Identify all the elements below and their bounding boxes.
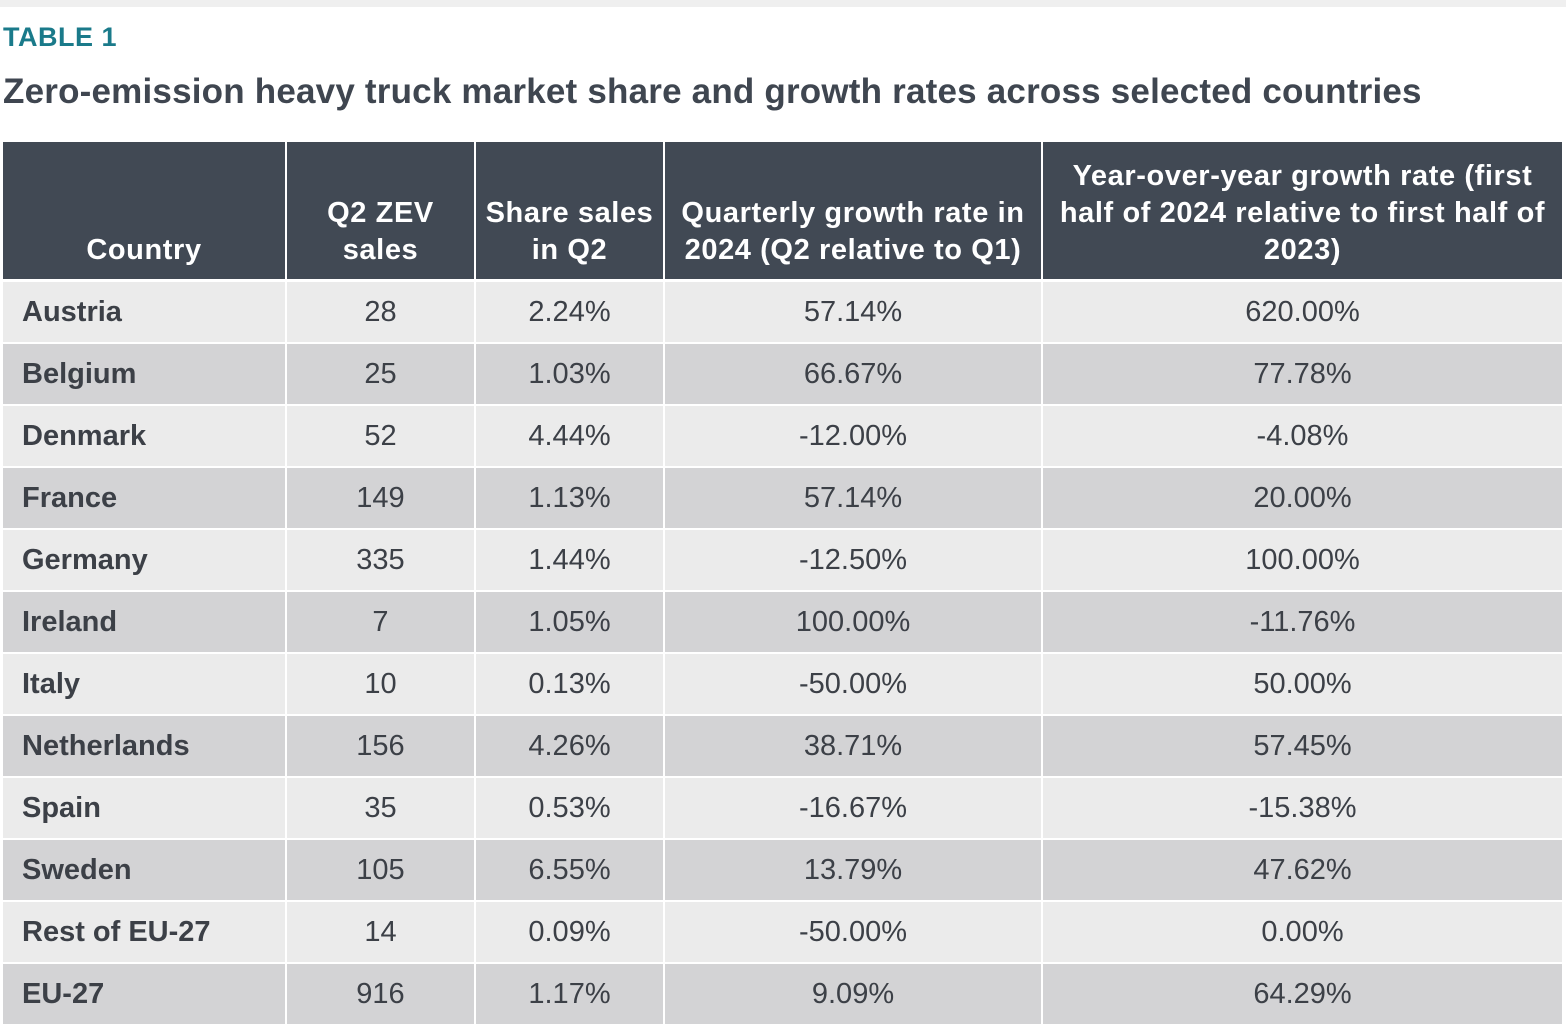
quarterly-growth-cell: 38.71% — [664, 715, 1043, 778]
table-row: Netherlands 156 4.26% 38.71% 57.45% — [3, 715, 1562, 778]
share-cell: 2.24% — [475, 280, 665, 344]
country-cell: Spain — [3, 777, 287, 840]
yoy-growth-cell: 0.00% — [1042, 901, 1562, 964]
data-table: Country Q2 ZEV sales Share sales in Q2 Q… — [3, 142, 1562, 1026]
yoy-growth-cell: -15.38% — [1042, 777, 1562, 840]
yoy-growth-cell: -11.76% — [1042, 591, 1562, 654]
table-title: Zero-emission heavy truck market share a… — [3, 72, 1422, 111]
q2-sales-cell: 916 — [286, 963, 476, 1026]
country-cell: Rest of EU-27 — [3, 901, 287, 964]
q2-sales-cell: 149 — [286, 467, 476, 530]
country-cell: France — [3, 467, 287, 530]
table-row: Spain 35 0.53% -16.67% -15.38% — [3, 777, 1562, 840]
yoy-growth-cell: 50.00% — [1042, 653, 1562, 716]
q2-sales-cell: 35 — [286, 777, 476, 840]
q2-sales-cell: 28 — [286, 280, 476, 344]
share-cell: 0.53% — [475, 777, 665, 840]
quarterly-growth-cell: 9.09% — [664, 963, 1043, 1026]
country-cell: Austria — [3, 280, 287, 344]
quarterly-growth-cell: 57.14% — [664, 280, 1043, 344]
header-share: Share sales in Q2 — [475, 142, 665, 282]
country-cell: Germany — [3, 529, 287, 592]
quarterly-growth-cell: 13.79% — [664, 839, 1043, 902]
quarterly-growth-cell: 100.00% — [664, 591, 1043, 654]
share-cell: 6.55% — [475, 839, 665, 902]
share-cell: 4.44% — [475, 405, 665, 468]
table-row: Austria 28 2.24% 57.14% 620.00% — [3, 280, 1562, 344]
yoy-growth-cell: 47.62% — [1042, 839, 1562, 902]
share-cell: 4.26% — [475, 715, 665, 778]
yoy-growth-cell: 77.78% — [1042, 343, 1562, 406]
share-cell: 0.09% — [475, 901, 665, 964]
q2-sales-cell: 52 — [286, 405, 476, 468]
table-row: Belgium 25 1.03% 66.67% 77.78% — [3, 343, 1562, 406]
header-q2-sales: Q2 ZEV sales — [286, 142, 476, 282]
header-yoy-growth: Year-over-year growth rate (first half o… — [1042, 142, 1562, 282]
share-cell: 1.44% — [475, 529, 665, 592]
header-quarterly-growth: Quarterly growth rate in 2024 (Q2 relati… — [664, 142, 1043, 282]
table-row: Italy 10 0.13% -50.00% 50.00% — [3, 653, 1562, 716]
table-row: Germany 335 1.44% -12.50% 100.00% — [3, 529, 1562, 592]
yoy-growth-cell: 620.00% — [1042, 280, 1562, 344]
q2-sales-cell: 10 — [286, 653, 476, 716]
quarterly-growth-cell: -16.67% — [664, 777, 1043, 840]
share-cell: 0.13% — [475, 653, 665, 716]
header-country: Country — [3, 142, 287, 282]
country-cell: Ireland — [3, 591, 287, 654]
country-cell: Italy — [3, 653, 287, 716]
q2-sales-cell: 156 — [286, 715, 476, 778]
country-cell: Netherlands — [3, 715, 287, 778]
table-row: Ireland 7 1.05% 100.00% -11.76% — [3, 591, 1562, 654]
table-row: EU-27 916 1.17% 9.09% 64.29% — [3, 963, 1562, 1026]
q2-sales-cell: 335 — [286, 529, 476, 592]
header-row: Country Q2 ZEV sales Share sales in Q2 Q… — [3, 142, 1562, 282]
q2-sales-cell: 25 — [286, 343, 476, 406]
quarterly-growth-cell: -50.00% — [664, 901, 1043, 964]
quarterly-growth-cell: 66.67% — [664, 343, 1043, 406]
yoy-growth-cell: 20.00% — [1042, 467, 1562, 530]
q2-sales-cell: 7 — [286, 591, 476, 654]
quarterly-growth-cell: -12.00% — [664, 405, 1043, 468]
quarterly-growth-cell: -50.00% — [664, 653, 1043, 716]
country-cell: EU-27 — [3, 963, 287, 1026]
share-cell: 1.17% — [475, 963, 665, 1026]
table-label: TABLE 1 — [3, 22, 118, 52]
share-cell: 1.05% — [475, 591, 665, 654]
table-row: Denmark 52 4.44% -12.00% -4.08% — [3, 405, 1562, 468]
country-cell: Belgium — [3, 343, 287, 406]
top-rule — [0, 0, 1566, 7]
table-row: France 149 1.13% 57.14% 20.00% — [3, 467, 1562, 530]
q2-sales-cell: 14 — [286, 901, 476, 964]
table-body: Austria 28 2.24% 57.14% 620.00% Belgium 25 1.03… — [3, 280, 1562, 1026]
yoy-growth-cell: 57.45% — [1042, 715, 1562, 778]
table-row: Sweden 105 6.55% 13.79% 47.62% — [3, 839, 1562, 902]
quarterly-growth-cell: -12.50% — [664, 529, 1043, 592]
share-cell: 1.03% — [475, 343, 665, 406]
q2-sales-cell: 105 — [286, 839, 476, 902]
share-cell: 1.13% — [475, 467, 665, 530]
yoy-growth-cell: 64.29% — [1042, 963, 1562, 1026]
table-row: Rest of EU-27 14 0.09% -50.00% 0.00% — [3, 901, 1562, 964]
country-cell: Sweden — [3, 839, 287, 902]
yoy-growth-cell: 100.00% — [1042, 529, 1562, 592]
country-cell: Denmark — [3, 405, 287, 468]
quarterly-growth-cell: 57.14% — [664, 467, 1043, 530]
yoy-growth-cell: -4.08% — [1042, 405, 1562, 468]
